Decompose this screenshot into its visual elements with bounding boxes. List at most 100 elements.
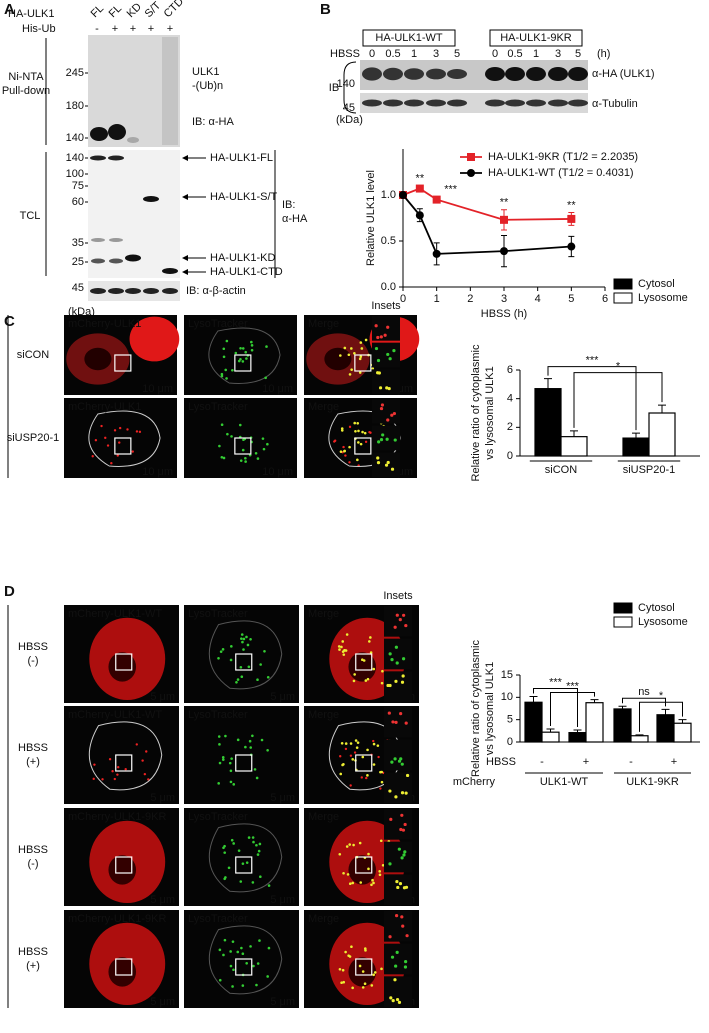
- punctum: [147, 778, 150, 781]
- label: α-HA: [282, 213, 308, 225]
- punctum: [242, 637, 246, 641]
- significance: ns: [638, 686, 650, 698]
- punctum: [227, 866, 231, 870]
- band: [109, 258, 123, 264]
- inset: [372, 399, 400, 424]
- roi-box: [234, 437, 252, 455]
- bracket: [547, 366, 637, 431]
- punctum: [108, 758, 112, 761]
- band: [485, 67, 505, 81]
- marker: [399, 191, 407, 199]
- punctum: [404, 721, 408, 725]
- punctum: [221, 756, 225, 759]
- significance: **: [416, 173, 425, 185]
- punctum: [267, 884, 271, 887]
- punctum: [257, 849, 261, 853]
- punctum: [221, 648, 225, 651]
- x-tick-label: -: [540, 756, 544, 768]
- punctum: [229, 658, 233, 662]
- punctum: [368, 640, 371, 643]
- punctum: [381, 864, 385, 867]
- channel-label: LysoTracker: [188, 318, 248, 330]
- bar: [585, 702, 604, 743]
- y-tick-label: 1.0: [381, 189, 396, 201]
- error-bar: [546, 728, 555, 733]
- lane-sign: -: [95, 23, 99, 35]
- punctum: [241, 952, 245, 956]
- punctum: [258, 842, 262, 846]
- bar: [568, 732, 587, 743]
- punctum: [217, 656, 220, 660]
- punctum: [106, 444, 110, 447]
- punctum: [386, 352, 390, 357]
- time-label: 0.5: [385, 48, 400, 60]
- punctum: [393, 438, 397, 442]
- punctum: [361, 970, 365, 973]
- mw-marker: 245: [66, 67, 84, 79]
- punctum: [359, 442, 363, 446]
- punctum: [236, 678, 240, 681]
- punctum: [385, 437, 389, 441]
- punctum: [221, 758, 225, 761]
- arrowhead: [182, 194, 188, 200]
- punctum: [376, 371, 380, 375]
- punctum: [396, 885, 400, 890]
- punctum: [376, 335, 380, 340]
- punctum: [340, 742, 344, 745]
- band: [447, 69, 467, 79]
- punctum: [247, 665, 251, 669]
- punctum: [357, 429, 360, 433]
- mw-marker: 100: [66, 168, 84, 180]
- legend-marker: [467, 169, 475, 177]
- lane-sign: +: [148, 23, 154, 35]
- punctum: [397, 1000, 402, 1004]
- punctum: [398, 618, 402, 622]
- channel-label: mCherry-ULK1-WT: [68, 608, 162, 620]
- punctum: [248, 739, 252, 743]
- punctum: [337, 645, 341, 648]
- punctum: [234, 351, 238, 355]
- y-tick-label: 15: [501, 669, 513, 681]
- punctum: [353, 751, 357, 754]
- punctum: [230, 838, 234, 842]
- inset: [372, 316, 400, 341]
- lane-label: FL: [89, 3, 107, 21]
- punctum: [256, 457, 260, 460]
- punctum: [249, 945, 252, 948]
- marker: [432, 195, 441, 204]
- inset: [384, 841, 412, 873]
- label: (kDa): [68, 306, 95, 318]
- punctum: [381, 669, 384, 673]
- punctum: [367, 867, 370, 871]
- mw-marker: 140: [337, 78, 355, 90]
- error-bar: [590, 699, 599, 703]
- time-label: 0: [492, 48, 498, 60]
- significance: ***: [444, 184, 458, 196]
- row-label: (-): [28, 858, 39, 870]
- scale-bar: 5 μm: [150, 894, 175, 906]
- label: α-HA (ULK1): [592, 68, 655, 80]
- punctum: [395, 613, 399, 617]
- legend-label: Cytosol: [638, 278, 675, 290]
- punctum: [255, 843, 258, 847]
- punctum: [400, 813, 404, 817]
- punctum: [405, 934, 409, 938]
- bracket: [639, 701, 683, 732]
- row-label: HBSS: [18, 742, 48, 754]
- cell: [129, 316, 180, 362]
- cell-outline: [208, 327, 281, 384]
- punctum: [364, 338, 368, 342]
- group-label: ULK1-WT: [540, 776, 589, 788]
- band: [447, 99, 467, 107]
- punctum: [241, 360, 245, 363]
- legend-swatch: [613, 292, 633, 304]
- punctum: [261, 437, 265, 440]
- punctum: [225, 377, 228, 380]
- significance: ***: [549, 676, 563, 688]
- error-bar: [544, 378, 552, 389]
- punctum: [395, 997, 400, 1002]
- x-tick-label: -: [629, 756, 633, 768]
- legend-label: HA-ULK1-9KR (T1/2 = 2.2035): [488, 151, 638, 163]
- row-label: siUSP20-1: [7, 432, 60, 444]
- y-tick-label: 2: [507, 421, 513, 433]
